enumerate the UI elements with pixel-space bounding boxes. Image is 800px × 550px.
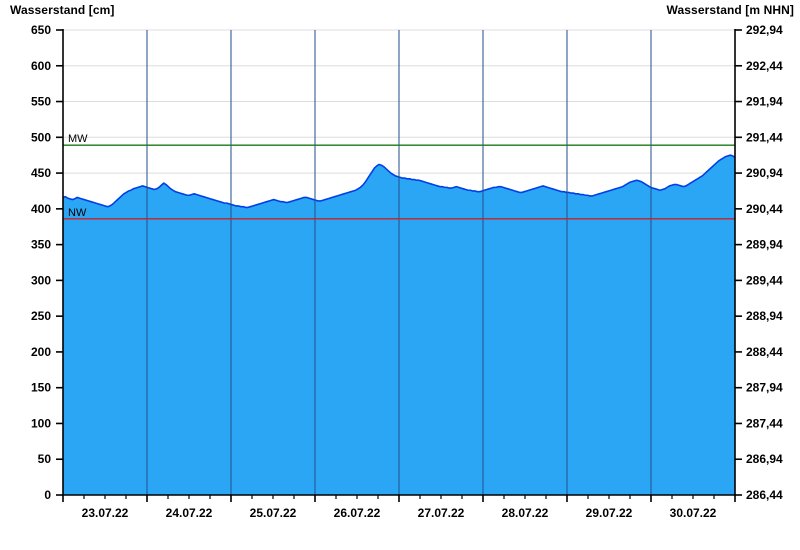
- right-tick-label: 289,44: [746, 273, 783, 287]
- left-tick-label: 600: [31, 59, 51, 73]
- right-tick-label: 290,94: [746, 166, 783, 180]
- right-tick-label: 287,44: [746, 416, 783, 430]
- right-tick-label: 288,94: [746, 309, 783, 323]
- x-axis-ticks: 23.07.22 24.07.22 25.07.22 26.07.22 27.07.22…: [62, 495, 736, 520]
- right-tick-label: 290,44: [746, 202, 783, 216]
- reference-label-nw: NW: [68, 207, 87, 219]
- left-tick-label: 250: [31, 309, 51, 323]
- left-tick-label: 400: [31, 202, 51, 216]
- right-tick-label: 286,44: [746, 488, 783, 502]
- x-tick-label: 29.07.22: [586, 506, 633, 520]
- right-axis-ticks: 292,94 292,44 291,94 291,44 290,94 290,44 289,…: [735, 23, 783, 502]
- left-tick-label: 350: [31, 238, 51, 252]
- reference-lines: MW NW: [63, 133, 735, 220]
- x-tick-label: 23.07.22: [82, 506, 129, 520]
- right-tick-label: 291,94: [746, 95, 783, 109]
- left-tick-label: 0: [44, 488, 51, 502]
- left-tick-label: 550: [31, 95, 51, 109]
- x-tick-label: 26.07.22: [334, 506, 381, 520]
- left-tick-label: 50: [38, 452, 52, 466]
- x-tick-label: 25.07.22: [250, 506, 297, 520]
- x-tick-label: 27.07.22: [418, 506, 465, 520]
- left-tick-label: 150: [31, 381, 51, 395]
- left-tick-label: 200: [31, 345, 51, 359]
- left-tick-label: 500: [31, 130, 51, 144]
- left-axis-title: Wasserstand [cm]: [10, 3, 115, 17]
- right-tick-label: 292,44: [746, 59, 783, 73]
- right-tick-label: 286,94: [746, 452, 783, 466]
- left-tick-label: 450: [31, 166, 51, 180]
- day-separators: [146, 30, 652, 495]
- left-tick-label: 650: [31, 23, 51, 37]
- x-tick-label: 30.07.22: [670, 506, 717, 520]
- right-tick-label: 288,44: [746, 345, 783, 359]
- right-tick-label: 291,44: [746, 130, 783, 144]
- left-tick-label: 100: [31, 416, 51, 430]
- right-tick-label: 287,94: [746, 381, 783, 395]
- right-tick-label: 292,94: [746, 23, 783, 37]
- x-tick-label: 28.07.22: [502, 506, 549, 520]
- x-tick-label: 24.07.22: [166, 506, 213, 520]
- left-tick-label: 300: [31, 273, 51, 287]
- right-axis-title: Wasserstand [m NHN]: [666, 3, 794, 17]
- right-tick-label: 289,94: [746, 238, 783, 252]
- reference-label-mw: MW: [68, 133, 88, 145]
